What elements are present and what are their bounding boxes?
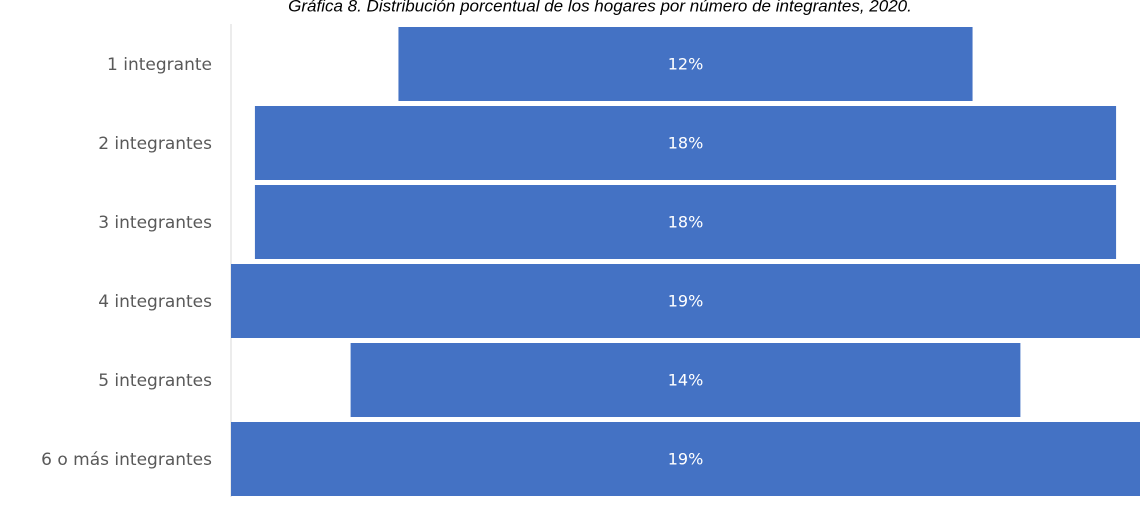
category-label: 3 integrantes [98,213,212,233]
chart-title: Gráfica 8. Distribución porcentual de lo… [288,0,912,15]
bar [231,422,1140,496]
bar [350,343,1021,417]
category-label: 4 integrantes [98,292,212,312]
data-label: 18% [668,213,704,232]
category-label: 1 integrante [107,55,212,75]
category-label: 5 integrantes [98,371,212,391]
data-label: 14% [668,371,704,390]
data-label: 19% [668,450,704,469]
bar [254,106,1117,180]
data-label: 19% [668,292,704,311]
category-label: 6 o más integrantes [41,450,212,470]
category-label: 2 integrantes [98,134,212,154]
bar [254,185,1117,259]
bar [398,27,973,101]
data-label: 18% [668,134,704,153]
data-label: 12% [668,55,704,74]
bar [231,264,1140,338]
